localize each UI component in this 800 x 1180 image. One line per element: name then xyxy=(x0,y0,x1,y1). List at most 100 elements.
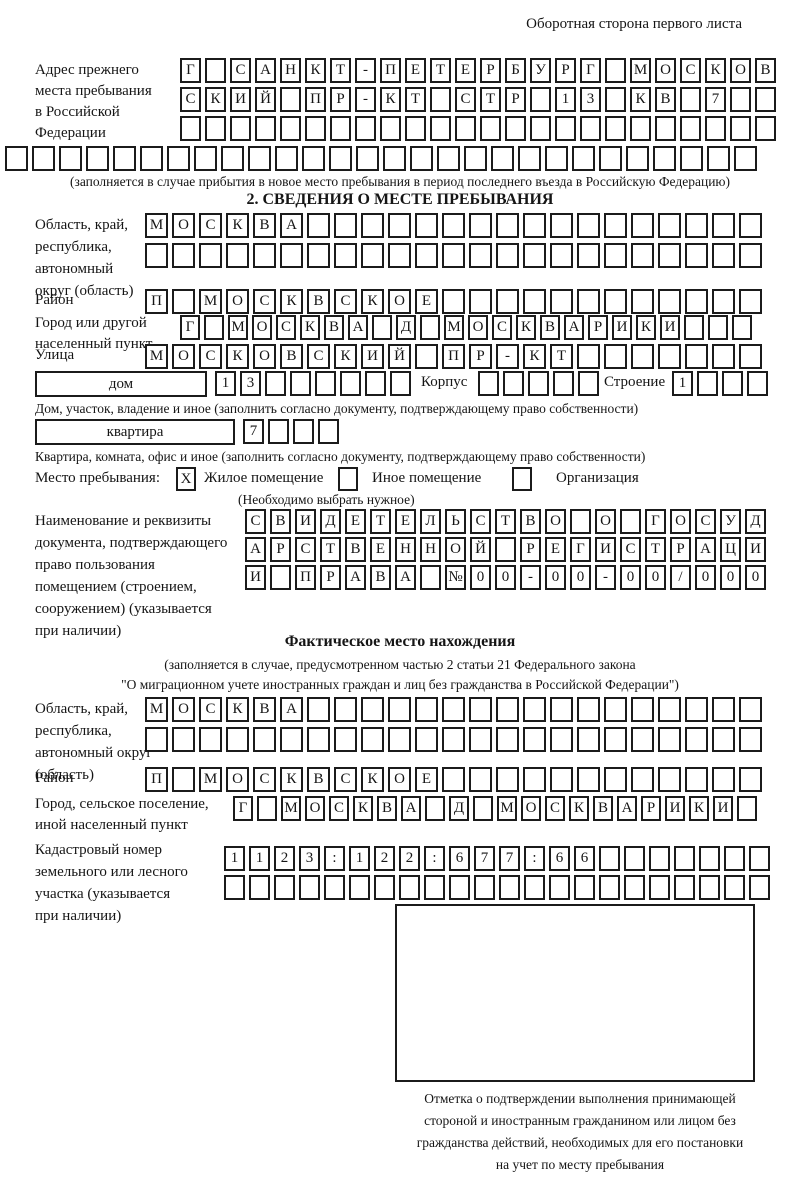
char-cell: 2 xyxy=(274,846,295,871)
char-cell: М xyxy=(145,213,168,238)
char-cell: Г xyxy=(180,58,201,83)
char-cell: Р xyxy=(670,537,691,562)
char-cell xyxy=(415,344,438,369)
char-cell xyxy=(631,344,654,369)
char-cell: Т xyxy=(645,537,666,562)
char-cell: М xyxy=(630,58,651,83)
char-cell xyxy=(528,371,549,396)
section3-title: Фактическое место нахождения xyxy=(284,633,516,650)
char-cell xyxy=(599,875,620,900)
section3-note-2: "О миграционном учете иностранных гражда… xyxy=(121,677,679,692)
char-cell xyxy=(415,213,438,238)
char-cell: И xyxy=(295,509,316,534)
oblast-label: Область, край, республика, автономный округ… xyxy=(35,214,133,302)
char-cell: К xyxy=(205,87,226,112)
char-cell xyxy=(307,213,330,238)
char-cell: 6 xyxy=(574,846,595,871)
char-cell xyxy=(523,697,546,722)
char-cell: П xyxy=(305,87,326,112)
checkbox-organizatsiya[interactable] xyxy=(512,467,532,491)
char-cell: 7 xyxy=(499,846,520,871)
char-cell xyxy=(415,727,438,752)
char-cell xyxy=(334,727,357,752)
char-cell xyxy=(631,243,654,268)
stroenie-row[interactable]: 1 xyxy=(672,371,768,396)
char-cell: М xyxy=(145,697,168,722)
char-cell xyxy=(205,58,226,83)
char-cell xyxy=(730,116,751,141)
kadastr-row-2[interactable] xyxy=(224,875,770,900)
char-cell: Д xyxy=(396,315,416,340)
char-cell xyxy=(388,243,411,268)
char-cell xyxy=(425,796,445,821)
label-line: стороной и иностранным гражданином или л… xyxy=(424,1113,736,1128)
char-cell xyxy=(749,846,770,871)
char-cell xyxy=(469,243,492,268)
char-cell: Р xyxy=(320,565,341,590)
korpus-label: Корпус xyxy=(421,374,468,390)
char-cell: О xyxy=(253,344,276,369)
char-cell: В xyxy=(253,213,276,238)
char-cell: 1 xyxy=(215,371,236,396)
char-cell: Р xyxy=(520,537,541,562)
char-cell: Е xyxy=(405,58,426,83)
char-cell: О xyxy=(172,344,195,369)
char-cell: К xyxy=(689,796,709,821)
char-cell: О xyxy=(445,537,466,562)
char-cell xyxy=(299,875,320,900)
char-cell xyxy=(699,875,720,900)
char-cell: О xyxy=(172,213,195,238)
char-cell xyxy=(577,344,600,369)
char-cell: Р xyxy=(555,58,576,83)
char-cell: 0 xyxy=(695,565,716,590)
char-cell xyxy=(361,213,384,238)
label-line: Кадастровый номер xyxy=(35,842,162,858)
char-cell xyxy=(739,767,762,792)
char-cell: В xyxy=(593,796,613,821)
prev-address-label: Адрес прежнего места пребывания в Российск… xyxy=(35,60,152,144)
document-row-3[interactable]: И П Р А В А № 0 0-0 0-0 0/0 0 0 xyxy=(245,565,766,590)
checkbox-inoe-pomeshchenie[interactable] xyxy=(338,467,358,491)
korpus-row[interactable] xyxy=(478,371,599,396)
char-cell xyxy=(749,875,770,900)
char-cell: М xyxy=(199,767,222,792)
char-cell: А xyxy=(280,697,303,722)
char-cell xyxy=(577,767,600,792)
prev-address-row-4[interactable] xyxy=(5,146,757,171)
char-cell xyxy=(374,875,395,900)
prev-address-row-3[interactable] xyxy=(180,116,776,141)
char-cell: К xyxy=(361,767,384,792)
char-cell xyxy=(712,243,735,268)
char-cell: Г xyxy=(580,58,601,83)
oblast3-row-2[interactable] xyxy=(145,727,762,752)
char-cell: Т xyxy=(550,344,573,369)
kvartira-row[interactable]: 7 xyxy=(243,419,339,444)
char-cell xyxy=(685,213,708,238)
char-cell xyxy=(604,727,627,752)
char-cell xyxy=(437,146,460,171)
oblast-row-2[interactable] xyxy=(145,243,762,268)
checkbox-zhiloe-pomeshchenie[interactable]: X xyxy=(176,467,196,491)
char-cell: Т xyxy=(495,509,516,534)
char-cell xyxy=(5,146,28,171)
char-cell: С xyxy=(334,767,357,792)
char-cell: Г xyxy=(180,315,200,340)
section3-note-1: (заполняется в случае, предусмотренном ч… xyxy=(164,657,636,672)
char-cell xyxy=(275,146,298,171)
label-line: Город или другой xyxy=(35,315,147,331)
char-cell xyxy=(365,371,386,396)
char-cell: К xyxy=(353,796,373,821)
